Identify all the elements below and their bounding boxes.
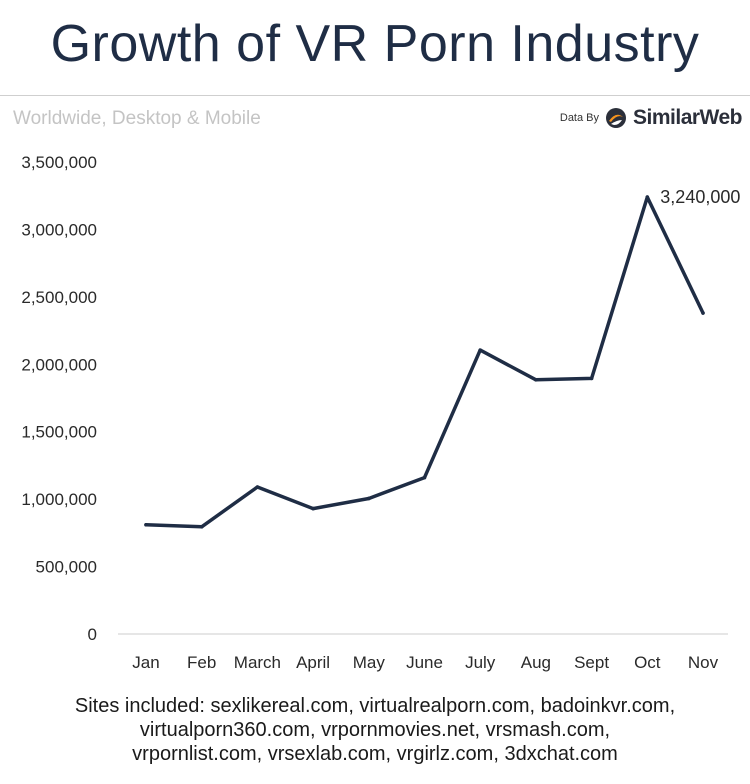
x-tick-label: Nov [688,653,719,672]
x-tick-label: Aug [521,653,551,672]
y-tick-label: 3,500,000 [21,153,97,172]
title-divider [0,95,750,96]
data-point [255,485,260,489]
data-point [645,195,650,199]
data-point [199,524,204,529]
data-point [311,506,315,511]
x-tick-label: June [406,653,443,672]
y-tick-label: 2,500,000 [21,288,97,307]
y-axis: 0 500,000 1,000,000 1,500,000 2,000,000 2,500… [21,153,97,644]
data-source-brand: SimilarWeb [633,106,742,129]
x-tick-label: Jan [132,653,159,672]
x-axis: Jan Feb March April May June July Aug Sept Oct Nov [132,653,718,672]
data-point [589,376,594,381]
sites-footnote: Sites included: sexlikereal.com, virtual… [0,694,750,766]
y-tick-label: 1,500,000 [21,423,97,442]
data-point [478,348,483,352]
data-source: Data By SimilarWeb [559,106,743,130]
data-point [701,311,705,315]
y-tick-label: 3,000,000 [21,220,97,239]
data-point [422,475,427,480]
data-label: 3,240,000 [660,187,740,207]
annotations: 3,240,000 [660,187,740,207]
footnote-line-2: virtualporn360.com, vrpornmovies.net, vr… [139,719,611,741]
y-tick-label: 2,000,000 [21,355,97,374]
similarweb-logo-icon [606,108,627,128]
chart-title: Growth of VR Porn Industry [50,15,700,73]
data-point [534,377,538,382]
x-tick-label: Feb [187,653,216,672]
data-source-prefix: Data By [559,112,600,124]
chart-subtitle: Worldwide, Desktop & Mobile [13,108,261,129]
x-tick-label: April [296,653,330,672]
x-tick-label: Oct [634,653,661,672]
data-point [367,496,371,501]
x-tick-label: Sept [574,653,609,672]
x-tick-label: May [353,653,386,672]
data-point [144,522,148,527]
footnote-line-3: vrpornlist.com, vrsexlab.com, vrgirlz.co… [132,743,618,765]
line-chart: 0 500,000 1,000,000 1,500,000 2,000,000 2,500… [21,153,740,672]
y-tick-label: 500,000 [36,558,97,577]
y-tick-label: 1,000,000 [21,490,97,509]
x-tick-label: July [465,653,496,672]
series-group [144,195,705,529]
y-tick-label: 0 [88,625,97,644]
x-tick-label: March [234,653,281,672]
footnote-line-1: Sites included: sexlikereal.com, virtual… [74,695,676,717]
